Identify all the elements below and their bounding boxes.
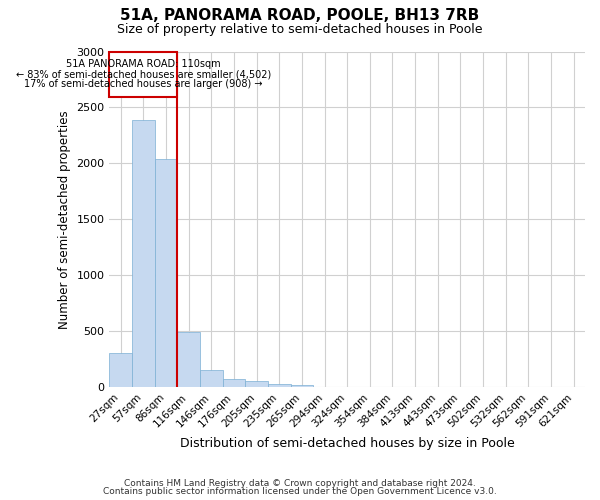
Text: Contains public sector information licensed under the Open Government Licence v3: Contains public sector information licen…: [103, 487, 497, 496]
Bar: [290, 386, 313, 387]
Bar: [245, 382, 268, 387]
FancyBboxPatch shape: [109, 52, 178, 98]
Text: ← 83% of semi-detached houses are smaller (4,502): ← 83% of semi-detached houses are smalle…: [16, 70, 271, 80]
Text: 17% of semi-detached houses are larger (908) →: 17% of semi-detached houses are larger (…: [24, 80, 263, 90]
Text: 51A PANORAMA ROAD: 110sqm: 51A PANORAMA ROAD: 110sqm: [66, 60, 221, 70]
Bar: [178, 332, 200, 387]
Y-axis label: Number of semi-detached properties: Number of semi-detached properties: [58, 110, 71, 328]
Bar: [200, 370, 223, 387]
Text: Contains HM Land Registry data © Crown copyright and database right 2024.: Contains HM Land Registry data © Crown c…: [124, 478, 476, 488]
Bar: [268, 384, 290, 387]
Text: 51A, PANORAMA ROAD, POOLE, BH13 7RB: 51A, PANORAMA ROAD, POOLE, BH13 7RB: [121, 8, 479, 22]
Bar: [132, 120, 155, 387]
Bar: [109, 353, 132, 387]
Bar: [155, 159, 178, 387]
Text: Size of property relative to semi-detached houses in Poole: Size of property relative to semi-detach…: [117, 22, 483, 36]
X-axis label: Distribution of semi-detached houses by size in Poole: Distribution of semi-detached houses by …: [180, 437, 515, 450]
Bar: [223, 378, 245, 387]
